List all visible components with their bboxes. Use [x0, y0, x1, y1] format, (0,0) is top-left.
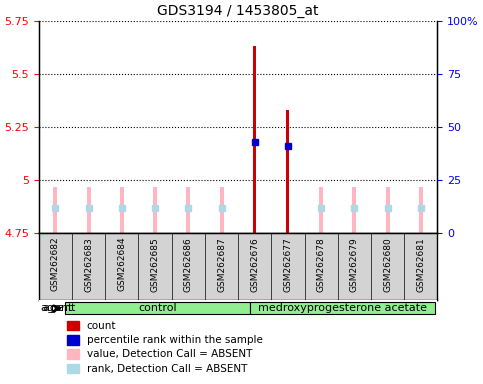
Text: GSM262676: GSM262676: [250, 237, 259, 291]
Bar: [67, 335, 79, 345]
Text: value, Detection Call = ABSENT: value, Detection Call = ABSENT: [86, 349, 252, 359]
Text: GSM262680: GSM262680: [383, 237, 392, 291]
Text: GSM262678: GSM262678: [317, 237, 326, 291]
Text: GSM262681: GSM262681: [416, 237, 426, 291]
Bar: [253, 46, 256, 233]
Bar: [319, 187, 323, 233]
Text: agent: agent: [43, 303, 79, 313]
Text: GSM262683: GSM262683: [84, 237, 93, 291]
Title: GDS3194 / 1453805_at: GDS3194 / 1453805_at: [157, 4, 319, 18]
Bar: [219, 187, 224, 233]
Text: GSM262682: GSM262682: [51, 237, 60, 291]
Text: rank, Detection Call = ABSENT: rank, Detection Call = ABSENT: [86, 364, 247, 374]
Bar: [186, 187, 190, 233]
Text: medroxyprogesterone acetate: medroxyprogesterone acetate: [258, 303, 427, 313]
Bar: [86, 187, 91, 233]
Bar: [353, 187, 356, 233]
Text: GSM262686: GSM262686: [184, 237, 193, 291]
Bar: [153, 187, 157, 233]
Text: control: control: [138, 303, 177, 313]
Bar: [54, 187, 57, 233]
Text: GSM262677: GSM262677: [284, 237, 293, 291]
Bar: [67, 321, 79, 330]
Bar: [385, 187, 390, 233]
Text: percentile rank within the sample: percentile rank within the sample: [86, 335, 262, 345]
Bar: [65, 302, 250, 314]
Bar: [286, 110, 289, 233]
Text: GSM262679: GSM262679: [350, 237, 359, 291]
Text: GSM262685: GSM262685: [151, 237, 159, 291]
Text: GSM262687: GSM262687: [217, 237, 226, 291]
Bar: [419, 187, 423, 233]
Bar: [250, 302, 436, 314]
Bar: [120, 187, 124, 233]
Text: GSM262684: GSM262684: [117, 237, 127, 291]
Text: agent: agent: [41, 303, 73, 313]
Bar: [67, 364, 79, 374]
Text: count: count: [86, 321, 116, 331]
Bar: [67, 349, 79, 359]
